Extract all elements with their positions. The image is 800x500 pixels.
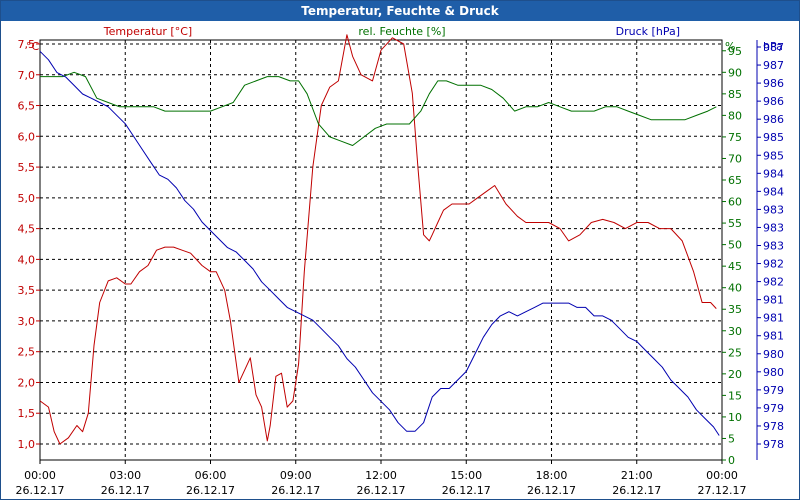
x-tick-date: 26.12.17 xyxy=(612,484,661,497)
press-tick-label: 986 xyxy=(763,77,784,90)
x-tick-time: 12:00 xyxy=(365,469,397,482)
x-tick-time: 21:00 xyxy=(621,469,653,482)
temp-tick-label: 3,5 xyxy=(18,284,36,297)
hum-tick-label: 30 xyxy=(728,325,742,338)
humidity-series-line xyxy=(40,71,717,146)
x-tick-date: 26.12.17 xyxy=(442,484,491,497)
press-tick-label: 978 xyxy=(763,420,784,433)
hum-tick-label: 20 xyxy=(728,368,742,381)
press-tick-label: 981 xyxy=(763,330,784,343)
press-tick-label: 981 xyxy=(763,294,784,307)
press-tick-label: 984 xyxy=(763,185,784,198)
axis-labels: 00:00 26.12.17 03:00 26.12.17 06:00 26.12.17 0… xyxy=(16,25,784,497)
press-tick-label: 983 xyxy=(763,240,784,253)
press-tick-label: 978 xyxy=(763,438,784,451)
hum-tick-label: 70 xyxy=(728,152,742,165)
temp-tick-label: 2,0 xyxy=(18,376,36,389)
press-tick-label: 985 xyxy=(763,131,784,144)
press-tick-label: 979 xyxy=(763,384,784,397)
temp-tick-label: 4,0 xyxy=(18,253,36,266)
hum-tick-label: 10 xyxy=(728,411,742,424)
x-tick-time: 06:00 xyxy=(195,469,227,482)
grid-lines xyxy=(40,40,722,460)
temp-tick-label: 4,5 xyxy=(18,223,36,236)
temperature-series-line xyxy=(39,34,717,445)
x-tick-time: 15:00 xyxy=(450,469,482,482)
press-tick-label: 980 xyxy=(763,348,784,361)
x-tick-time: 03:00 xyxy=(109,469,141,482)
temp-tick-label: 5,5 xyxy=(18,161,36,174)
press-tick-label: 985 xyxy=(763,149,784,162)
x-tick-time: 09:00 xyxy=(280,469,312,482)
x-tick-date: 26.12.17 xyxy=(357,484,406,497)
x-tick-time: 18:00 xyxy=(536,469,568,482)
hum-tick-label: 60 xyxy=(728,196,742,209)
press-tick-label: 987 xyxy=(763,59,784,72)
hum-unit-label: % xyxy=(725,40,735,53)
hum-tick-label: 15 xyxy=(728,389,742,402)
hum-tick-label: 5 xyxy=(728,432,735,445)
hum-tick-label: 95 xyxy=(728,45,742,58)
hum-tick-label: 65 xyxy=(728,174,742,187)
press-unit-label: hPa xyxy=(763,40,783,53)
temp-tick-label: 6,0 xyxy=(18,130,36,143)
hum-tick-label: 85 xyxy=(728,88,742,101)
press-tick-label: 979 xyxy=(763,402,784,415)
legend-feuchte: rel. Feuchte [%] xyxy=(358,25,445,38)
temp-tick-label: 2,5 xyxy=(18,346,36,359)
press-tick-label: 980 xyxy=(763,366,784,379)
x-tick-date: 26.12.17 xyxy=(101,484,150,497)
press-tick-label: 983 xyxy=(763,203,784,216)
series-lines xyxy=(39,34,720,445)
temp-tick-label: 7,0 xyxy=(18,69,36,82)
chart-title: Temperatur, Feuchte & Druck xyxy=(1,1,799,21)
press-tick-label: 987 xyxy=(763,41,784,54)
temp-tick-label: 1,5 xyxy=(18,407,36,420)
press-tick-label: 986 xyxy=(763,95,784,108)
x-tick-date: 26.12.17 xyxy=(271,484,320,497)
temp-unit-label: °C xyxy=(26,40,40,53)
x-tick-date: 26.12.17 xyxy=(527,484,576,497)
x-tick-time: 00:00 xyxy=(706,469,738,482)
temp-tick-label: 6,5 xyxy=(18,100,36,113)
hum-tick-label: 55 xyxy=(728,217,742,230)
press-tick-label: 986 xyxy=(763,113,784,126)
press-tick-label: 982 xyxy=(763,276,784,289)
x-tick-date: 27.12.17 xyxy=(698,484,747,497)
press-tick-label: 981 xyxy=(763,312,784,325)
hum-tick-label: 25 xyxy=(728,346,742,359)
hum-tick-label: 0 xyxy=(728,454,735,467)
x-tick-time: 00:00 xyxy=(24,469,56,482)
press-tick-label: 984 xyxy=(763,167,784,180)
pressure-series-line xyxy=(39,50,720,436)
hum-tick-label: 50 xyxy=(728,239,742,252)
temp-tick-label: 5,0 xyxy=(18,192,36,205)
x-tick-date: 26.12.17 xyxy=(16,484,65,497)
temp-tick-label: 7,5 xyxy=(18,38,36,51)
hum-tick-label: 90 xyxy=(728,66,742,79)
press-tick-label: 983 xyxy=(763,221,784,234)
hum-tick-label: 80 xyxy=(728,109,742,122)
axes xyxy=(36,39,761,464)
x-tick-date: 26.12.17 xyxy=(186,484,235,497)
temp-tick-label: 1,0 xyxy=(18,438,36,451)
legend-druck: Druck [hPa] xyxy=(616,25,680,38)
hum-tick-label: 40 xyxy=(728,282,742,295)
hum-tick-label: 45 xyxy=(728,260,742,273)
hum-tick-label: 35 xyxy=(728,303,742,316)
hum-tick-label: 75 xyxy=(728,131,742,144)
temp-tick-label: 3,0 xyxy=(18,315,36,328)
legend-temperatur: Temperatur [°C] xyxy=(103,25,192,38)
press-tick-label: 982 xyxy=(763,258,784,271)
